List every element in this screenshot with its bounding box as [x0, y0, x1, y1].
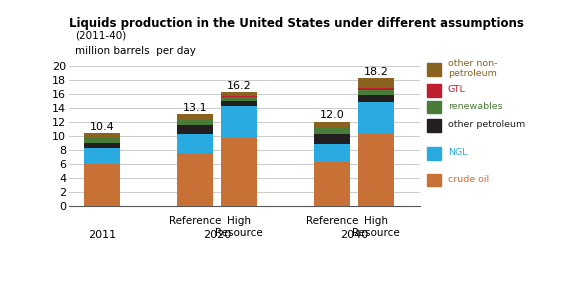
Bar: [221, 92, 256, 96]
Bar: [221, 106, 256, 138]
Text: 2040: 2040: [340, 231, 368, 241]
Text: 2020: 2020: [203, 231, 231, 241]
Bar: [427, 84, 441, 97]
Text: 16.2: 16.2: [227, 81, 251, 91]
Bar: [358, 90, 394, 95]
Bar: [221, 101, 256, 106]
Bar: [315, 128, 350, 134]
Bar: [84, 136, 120, 143]
Text: NGL: NGL: [448, 148, 467, 157]
Bar: [177, 153, 213, 206]
Text: Reference: Reference: [169, 217, 221, 227]
Text: 10.4: 10.4: [90, 122, 114, 132]
Bar: [177, 125, 213, 134]
Bar: [221, 97, 256, 101]
Text: High
Resource: High Resource: [352, 217, 400, 238]
Bar: [358, 88, 394, 90]
Text: 2011: 2011: [88, 231, 116, 241]
Text: GTL: GTL: [448, 85, 466, 94]
Bar: [358, 95, 394, 102]
Bar: [315, 134, 350, 144]
Bar: [84, 148, 120, 164]
Bar: [315, 127, 350, 128]
Bar: [427, 174, 441, 186]
Text: 13.1: 13.1: [183, 103, 208, 113]
Bar: [84, 133, 120, 136]
Bar: [177, 119, 213, 125]
Text: other petroleum: other petroleum: [448, 120, 525, 129]
Bar: [221, 138, 256, 206]
Bar: [315, 122, 350, 127]
Text: 18.2: 18.2: [363, 67, 388, 77]
Bar: [315, 162, 350, 206]
Bar: [315, 144, 350, 162]
Bar: [177, 134, 213, 153]
Text: High
Resource: High Resource: [215, 217, 263, 238]
Text: crude oil: crude oil: [448, 175, 489, 184]
Text: renewables: renewables: [448, 102, 503, 111]
Bar: [221, 96, 256, 97]
Text: Reference: Reference: [306, 217, 358, 227]
Bar: [427, 63, 441, 76]
Text: Liquids production in the United States under different assumptions: Liquids production in the United States …: [69, 17, 524, 30]
Bar: [358, 134, 394, 206]
Bar: [427, 101, 441, 114]
Text: 12.0: 12.0: [320, 110, 344, 120]
Bar: [358, 102, 394, 134]
Text: (2011-40): (2011-40): [75, 30, 126, 40]
Bar: [358, 78, 394, 88]
Bar: [177, 114, 213, 119]
Text: million barrels  per day: million barrels per day: [75, 46, 196, 56]
Bar: [427, 119, 441, 132]
Bar: [427, 147, 441, 160]
Bar: [84, 164, 120, 206]
Text: other non-
petroleum: other non- petroleum: [448, 59, 497, 78]
Bar: [84, 143, 120, 148]
